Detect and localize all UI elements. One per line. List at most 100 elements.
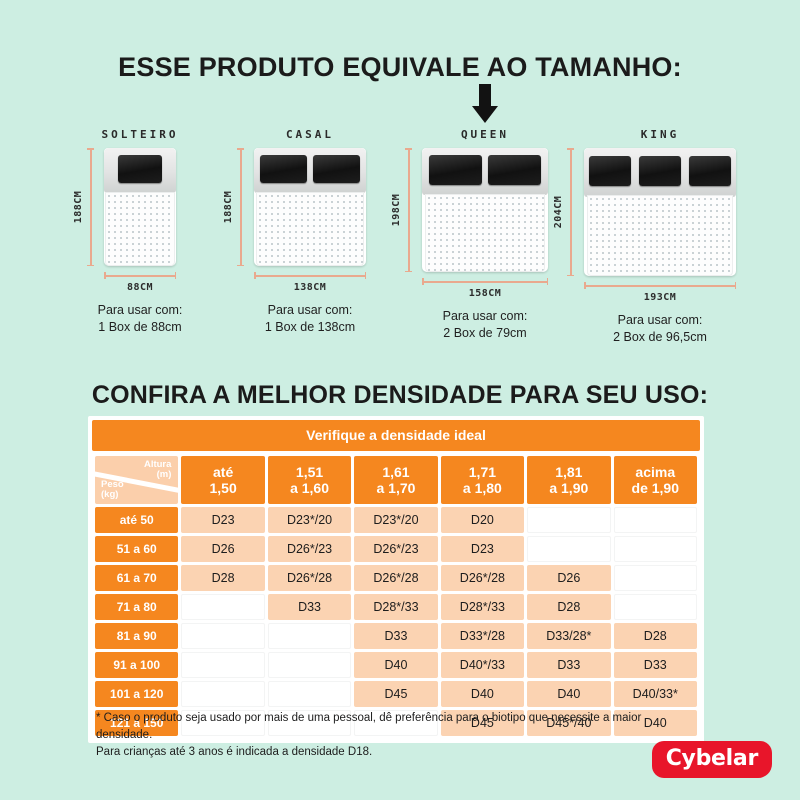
bed-height-label: 204CM [552, 195, 564, 229]
corner-altura-label: Altura (m) [143, 459, 172, 480]
table-cell [267, 681, 352, 707]
table-cell: D26 [181, 536, 265, 562]
table-cell: D23 [440, 536, 525, 562]
table-cell [267, 710, 352, 736]
bed-illustration-wrapper: 198CM 158CM [391, 148, 548, 299]
table-row-header: 51 a 60 [95, 536, 179, 562]
column-header-line-2: a 1,70 [376, 480, 416, 496]
table-row-header: até 50 [95, 507, 179, 533]
footnote-line-1: * Caso o produto seja usado por mais de … [96, 712, 642, 741]
column-header-line-1: 1,51 [295, 464, 324, 480]
table-row-header: 71 a 80 [95, 594, 179, 620]
corner-peso-label: Peso (kg) [101, 479, 124, 500]
bed-mattress [587, 195, 733, 276]
table-cell: D45 [440, 710, 525, 736]
table-column-header: até 1,50 [181, 456, 265, 504]
page-title-beds: ESSE PRODUTO EQUIVALE AO TAMANHO: [118, 52, 682, 83]
table-row: 61 a 70 D28 D26*/28 D26*/28 D26*/28 D26 [95, 565, 697, 591]
table-cell: D23*/20 [354, 507, 438, 533]
bed-height-label: 188CM [72, 190, 84, 224]
table-column-header: 1,61 a 1,70 [354, 456, 438, 504]
bed-height-dimension: 188CM [73, 148, 98, 266]
bed-usage-line-1: Para usar com: [617, 313, 703, 327]
table-cell [613, 507, 697, 533]
pillow [638, 155, 682, 187]
table-cell: D33 [354, 623, 438, 649]
bed-width-label: 158CM [468, 288, 502, 299]
pillow [428, 155, 482, 186]
bed-height-dimension: 198CM [391, 148, 416, 272]
table-cell [354, 710, 438, 736]
bed-usage-line-2: 1 Box de 88cm [98, 320, 182, 334]
table-column-header: 1,81 a 1,90 [527, 456, 611, 504]
table-cell: D28*/33 [440, 594, 525, 620]
table-row: 101 a 120 D45 D40 D40 D40/33* [95, 681, 697, 707]
bed-pillows [104, 155, 176, 184]
table-cell: D33 [527, 652, 611, 678]
table-cell: D33 [267, 594, 352, 620]
table-cell: D26*/23 [267, 536, 352, 562]
table-row-header: 81 a 90 [95, 623, 179, 649]
pillow [260, 155, 308, 184]
bed-usage-note: Para usar com: 2 Box de 79cm [385, 308, 585, 342]
bed-illustration-wrapper: 188CM 138CM [223, 148, 366, 293]
table-row: 121 a 150 D45 D45*/40 D40 [95, 710, 697, 736]
bed-width-dimension: 193CM [584, 280, 736, 303]
table-cell [527, 536, 611, 562]
bed-mattress [256, 191, 364, 266]
bed-usage-line-2: 1 Box de 138cm [264, 320, 356, 334]
table-cell: D26*/28 [267, 565, 352, 591]
bed-usage-line-2: 2 Box de 96,5cm [613, 330, 707, 344]
table-cell [527, 507, 611, 533]
pillow [117, 155, 163, 184]
pillow [588, 155, 632, 187]
density-table-panel: Verifique a densidade ideal Altura (m) P… [88, 416, 704, 743]
column-header-line-1: 1,81 [555, 464, 583, 480]
column-header-line-1: 1,71 [468, 464, 497, 480]
table-cell [267, 652, 352, 678]
table-corner-cell: Altura (m) Peso (kg) [95, 456, 179, 504]
table-row: até 50 D23 D23*/20 D23*/20 D20 [95, 507, 697, 533]
table-row: 71 a 80 D33 D28*/33 D28*/33 D28 [95, 594, 697, 620]
bed-width-dimension: 88CM [104, 270, 176, 293]
bed-usage-line-1: Para usar com: [442, 309, 528, 323]
table-row-header: 91 a 100 [95, 652, 179, 678]
bed-card-king: KING 204CM 193CM Para usar com: 2 Box de 96,… [553, 86, 760, 344]
bed-width-label: 138CM [293, 282, 327, 293]
bed-height-dimension: 188CM [223, 148, 248, 266]
column-header-line-1: acima [635, 464, 676, 480]
bed-usage-line-2: 2 Box de 79cm [443, 326, 527, 340]
column-header-line-2: 1,50 [209, 480, 237, 496]
bed-usage-note: Para usar com: 1 Box de 138cm [210, 302, 410, 336]
table-banner: Verifique a densidade ideal [92, 420, 700, 451]
table-cell: D28*/33 [354, 594, 438, 620]
bed-name-label: KING [640, 128, 680, 141]
table-cell [181, 710, 265, 736]
table-cell: D40/33* [613, 681, 697, 707]
table-cell: D40 [354, 652, 438, 678]
table-cell [613, 594, 697, 620]
table-cell: D33/28* [527, 623, 611, 649]
bed-width-dimension: 158CM [422, 276, 548, 299]
table-cell: D26 [527, 565, 611, 591]
table-cell: D28 [181, 565, 265, 591]
bed-card-solteiro: SOLTEIRO 188CM 88CM Para usar com: 1 Box de … [40, 86, 240, 336]
table-cell: D45*/40 [527, 710, 611, 736]
footnote-line-2: Para crianças até 3 anos é indicada a de… [96, 746, 373, 758]
table-column-header: 1,51 a 1,60 [267, 456, 352, 504]
bed-name-label: QUEEN [460, 128, 510, 141]
table-cell: D45 [354, 681, 438, 707]
bed-illustration [104, 148, 176, 266]
cybelar-logo: Cybelar [651, 741, 772, 778]
table-cell [181, 681, 265, 707]
bed-illustration-wrapper: 204CM 193CM [553, 148, 736, 303]
bed-card-queen: QUEEN 198CM 158CM Para usar com: 2 Box de 79… [385, 84, 585, 340]
table-cell: D40 [613, 710, 697, 736]
bed-pillows [254, 155, 366, 184]
bed-usage-note: Para usar com: 1 Box de 88cm [40, 302, 240, 336]
table-cell: D40 [440, 681, 525, 707]
bed-width-dimension: 138CM [254, 270, 366, 293]
table-cell [267, 623, 352, 649]
table-cell: D20 [440, 507, 525, 533]
table-cell: D28 [527, 594, 611, 620]
